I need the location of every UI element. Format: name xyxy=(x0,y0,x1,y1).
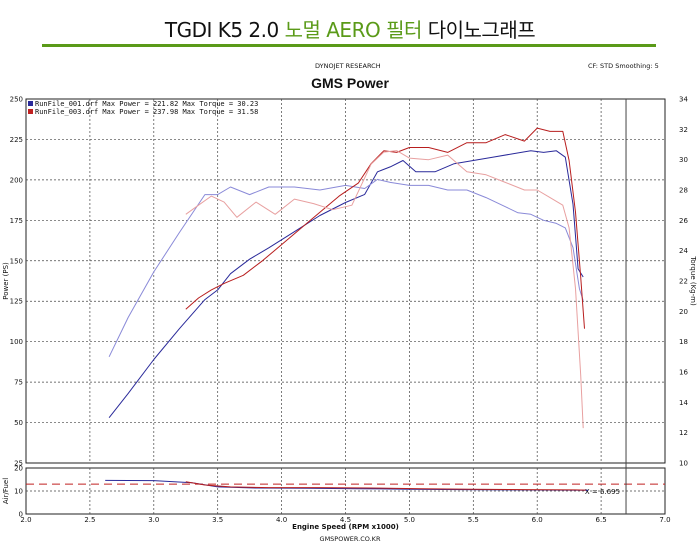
x-tick-label: 3.5 xyxy=(212,516,223,524)
afr-plot-frame xyxy=(25,467,666,515)
y2-axis-label: Torque (Kg-m) xyxy=(689,255,697,306)
title-prefix: TGDI K5 2.0 xyxy=(164,18,285,42)
page-title: TGDI K5 2.0 노멀 AERO 필터 다이노그래프 xyxy=(0,14,700,43)
x-tick-label: 5.0 xyxy=(404,516,415,524)
x-tick-label: 7.0 xyxy=(659,516,670,524)
x-tick-label: 5.5 xyxy=(468,516,479,524)
website-footer: GMSPOWER.CO.KR xyxy=(319,535,381,543)
afr-tick-label: 10 xyxy=(14,488,23,496)
series-line-runfile-003-drf-air-fuel xyxy=(185,481,586,491)
x-tick-label: 4.0 xyxy=(276,516,287,524)
y-tick-label: 225 xyxy=(10,136,23,144)
y2-tick-label: 22 xyxy=(679,278,688,286)
legend-swatch xyxy=(28,109,33,114)
dynojet-label: DYNOJET RESEARCH xyxy=(315,62,381,70)
y2-tick-label: 26 xyxy=(679,217,688,225)
y2-tick-label: 30 xyxy=(679,156,688,164)
y2-tick-label: 18 xyxy=(679,338,688,346)
x-tick-label: 2.5 xyxy=(84,516,95,524)
y-tick-label: 250 xyxy=(10,96,23,104)
series-line-runfile-001-drf-power xyxy=(108,150,584,419)
x-tick-label: 2.0 xyxy=(20,516,31,524)
y-tick-label: 25 xyxy=(14,460,23,468)
series-line-runfile-003-drf-power xyxy=(185,127,585,329)
legend-entry: RunFile_003.drf Max Power = 237.98 Max T… xyxy=(35,108,258,116)
afr-axis-label: Air/Fuel xyxy=(2,478,10,504)
afr-tick-label: 20 xyxy=(14,465,23,473)
y2-tick-label: 28 xyxy=(679,187,688,195)
title-underline xyxy=(42,44,656,47)
x-axis-label: Engine Speed (RPM x1000) xyxy=(292,523,399,531)
cf-info: CF: STD Smoothing: 5 xyxy=(588,62,659,70)
y-tick-label: 100 xyxy=(10,338,23,346)
y2-tick-label: 34 xyxy=(679,96,688,104)
title-accent: 노멀 AERO 필터 xyxy=(284,18,423,42)
y-tick-label: 50 xyxy=(14,419,23,427)
y-tick-label: 125 xyxy=(10,298,23,306)
series-line-runfile-001-drf-torque xyxy=(108,178,584,358)
x-tick-label: 4.5 xyxy=(340,516,351,524)
y2-tick-label: 10 xyxy=(679,460,688,468)
afr-tick-label: 0 xyxy=(19,511,23,519)
y2-tick-label: 14 xyxy=(679,399,688,407)
y-tick-label: 175 xyxy=(10,217,23,225)
chart-title: GMS Power xyxy=(311,75,389,91)
title-suffix: 다이노그래프 xyxy=(421,18,536,42)
legend-entry: RunFile_001.drf Max Power = 221.82 Max T… xyxy=(35,100,258,108)
x-tick-label: 6.5 xyxy=(596,516,607,524)
x-tick-label: 6.0 xyxy=(532,516,543,524)
y-tick-label: 150 xyxy=(10,257,23,265)
y-axis-label: Power (PS) xyxy=(2,262,10,300)
y2-tick-label: 16 xyxy=(679,369,688,377)
y2-tick-label: 24 xyxy=(679,247,688,255)
y-tick-label: 200 xyxy=(10,176,23,184)
y2-tick-label: 20 xyxy=(679,308,688,316)
y-tick-label: 75 xyxy=(14,379,23,387)
legend-swatch xyxy=(28,101,33,106)
series-line-runfile-003-drf-torque xyxy=(185,150,584,429)
y2-tick-label: 12 xyxy=(679,429,688,437)
y2-tick-label: 32 xyxy=(679,126,688,134)
x-tick-label: 3.0 xyxy=(148,516,159,524)
cursor-label: X = 6.695 xyxy=(585,488,620,496)
